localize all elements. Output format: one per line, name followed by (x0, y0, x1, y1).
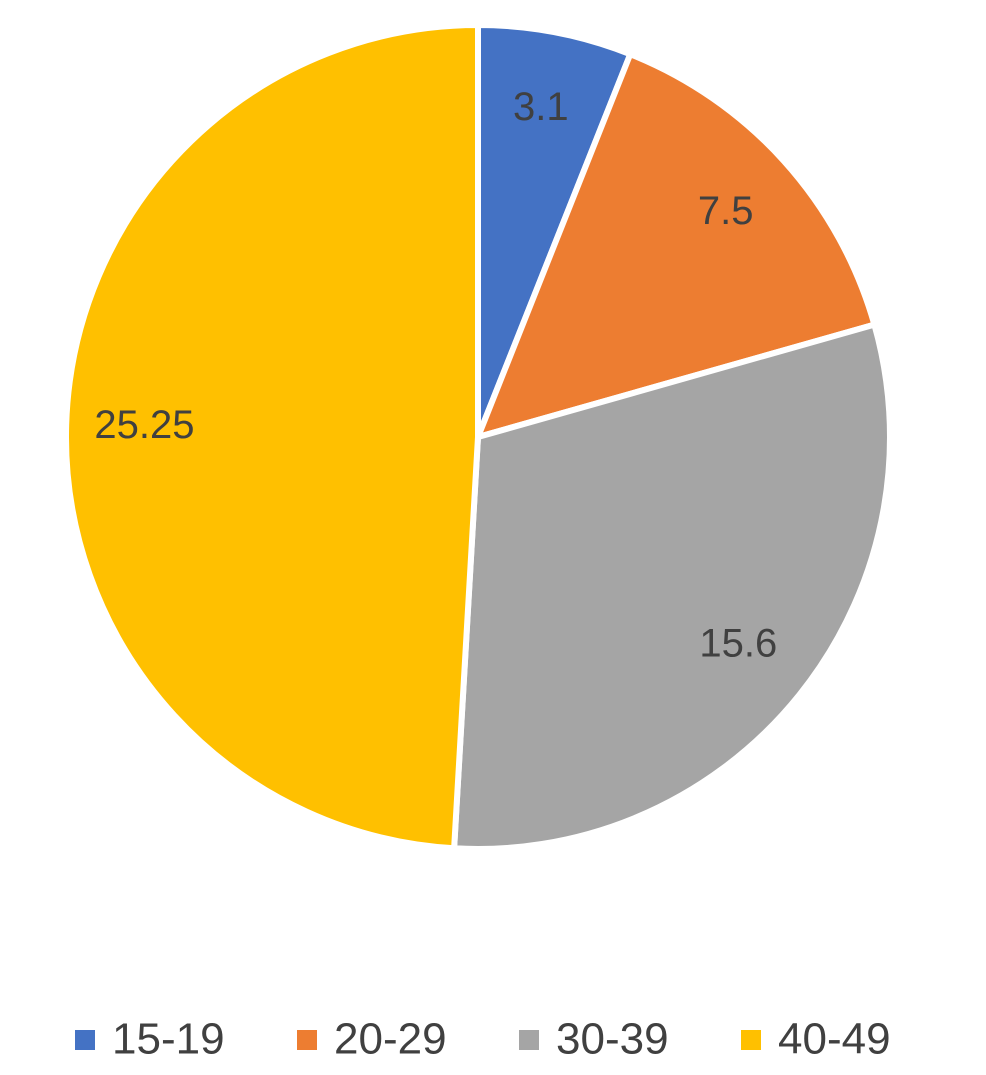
legend: 15-19 20-29 30-39 40-49 (75, 1015, 891, 1064)
legend-marker (297, 1030, 317, 1050)
data-label: 7.5 (698, 189, 754, 233)
data-labels: 3.1 7.5 15.6 25.25 (94, 85, 777, 666)
legend-label: 20-29 (334, 1015, 447, 1064)
pie (63, 22, 893, 852)
pie-slice (475, 51, 878, 440)
data-label: 3.1 (513, 85, 569, 129)
legend-label: 40-49 (778, 1015, 891, 1064)
legend-marker (75, 1030, 95, 1050)
legend-label: 30-39 (556, 1015, 669, 1064)
data-label: 15.6 (699, 621, 777, 665)
pie-slice (451, 321, 893, 852)
legend-marker (741, 1030, 761, 1050)
legend-marker (519, 1030, 539, 1050)
pie-slice (63, 22, 481, 852)
legend-label: 15-19 (112, 1015, 225, 1064)
data-label: 25.25 (94, 403, 194, 447)
